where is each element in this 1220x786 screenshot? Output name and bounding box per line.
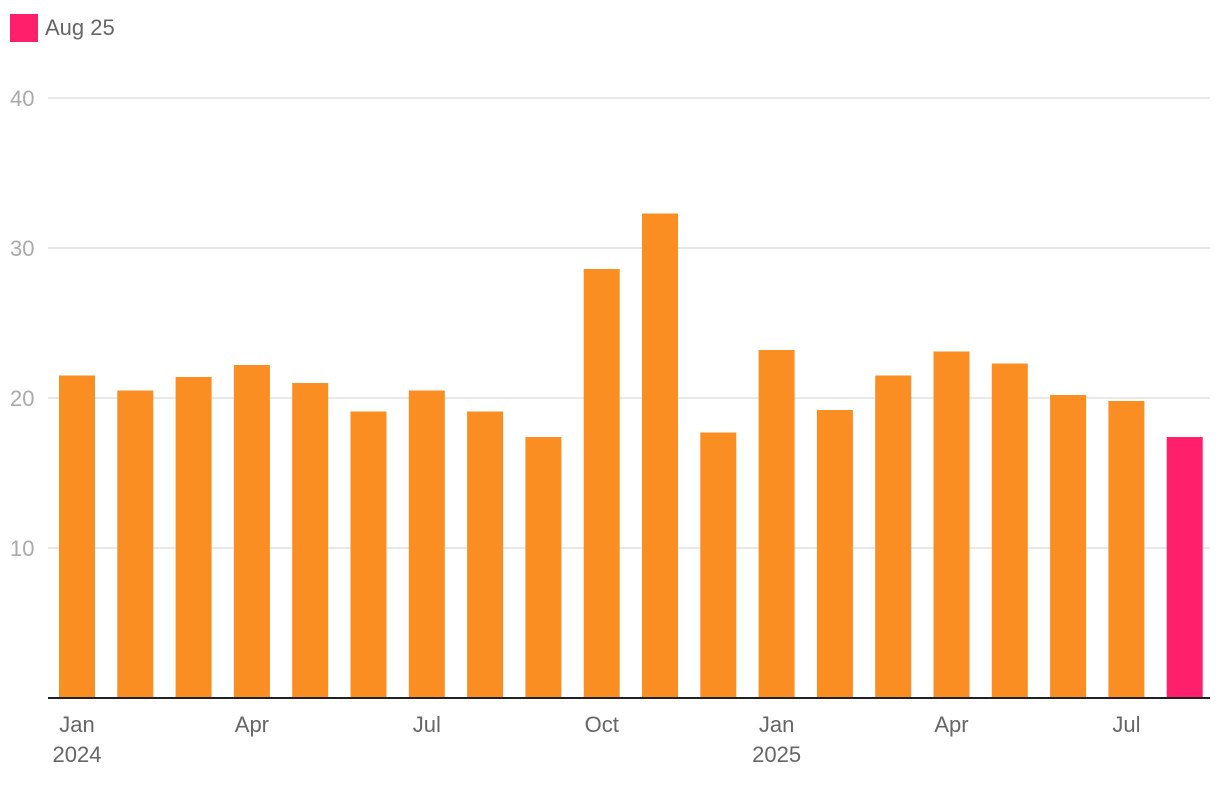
bar — [933, 351, 970, 698]
x-tick-label: Oct — [585, 712, 619, 737]
y-axis-ticks: 10 20 30 40 — [10, 86, 34, 561]
bar — [350, 411, 387, 698]
x-tick-year-label: 2024 — [53, 742, 102, 767]
bar — [1108, 401, 1145, 698]
x-tick-year-label: 2025 — [752, 742, 801, 767]
grid-layer — [48, 97, 1210, 549]
y-tick-label: 40 — [10, 86, 34, 111]
bar — [292, 383, 329, 698]
x-axis-ticks: Jan 2024 Apr Jul Oct Jan 2025 Apr Jul — [53, 712, 1141, 767]
bar — [758, 350, 795, 698]
x-tick-label: Jan — [759, 712, 794, 737]
bar — [408, 390, 445, 698]
y-tick-label: 20 — [10, 386, 34, 411]
bars — [59, 213, 1203, 698]
bar — [175, 377, 212, 698]
bar — [525, 437, 562, 698]
bar — [1050, 395, 1087, 698]
legend: Aug 25 — [10, 14, 115, 42]
x-tick-label: Jul — [1112, 712, 1140, 737]
bar — [467, 411, 504, 698]
bar — [233, 365, 270, 698]
bar — [991, 363, 1028, 698]
bar — [816, 410, 853, 698]
x-tick-label: Apr — [235, 712, 269, 737]
x-tick-label: Jul — [413, 712, 441, 737]
x-tick-label: Apr — [934, 712, 968, 737]
legend-swatch — [10, 14, 38, 42]
bar — [59, 375, 95, 698]
bar — [583, 269, 620, 698]
bar — [117, 390, 154, 698]
y-tick-label: 30 — [10, 236, 34, 261]
x-tick-label: Jan — [59, 712, 94, 737]
y-tick-label: 10 — [10, 536, 34, 561]
legend-label: Aug 25 — [45, 15, 115, 40]
bar — [642, 213, 678, 698]
bar — [1166, 437, 1203, 698]
bar — [700, 432, 737, 698]
bar — [875, 375, 912, 698]
